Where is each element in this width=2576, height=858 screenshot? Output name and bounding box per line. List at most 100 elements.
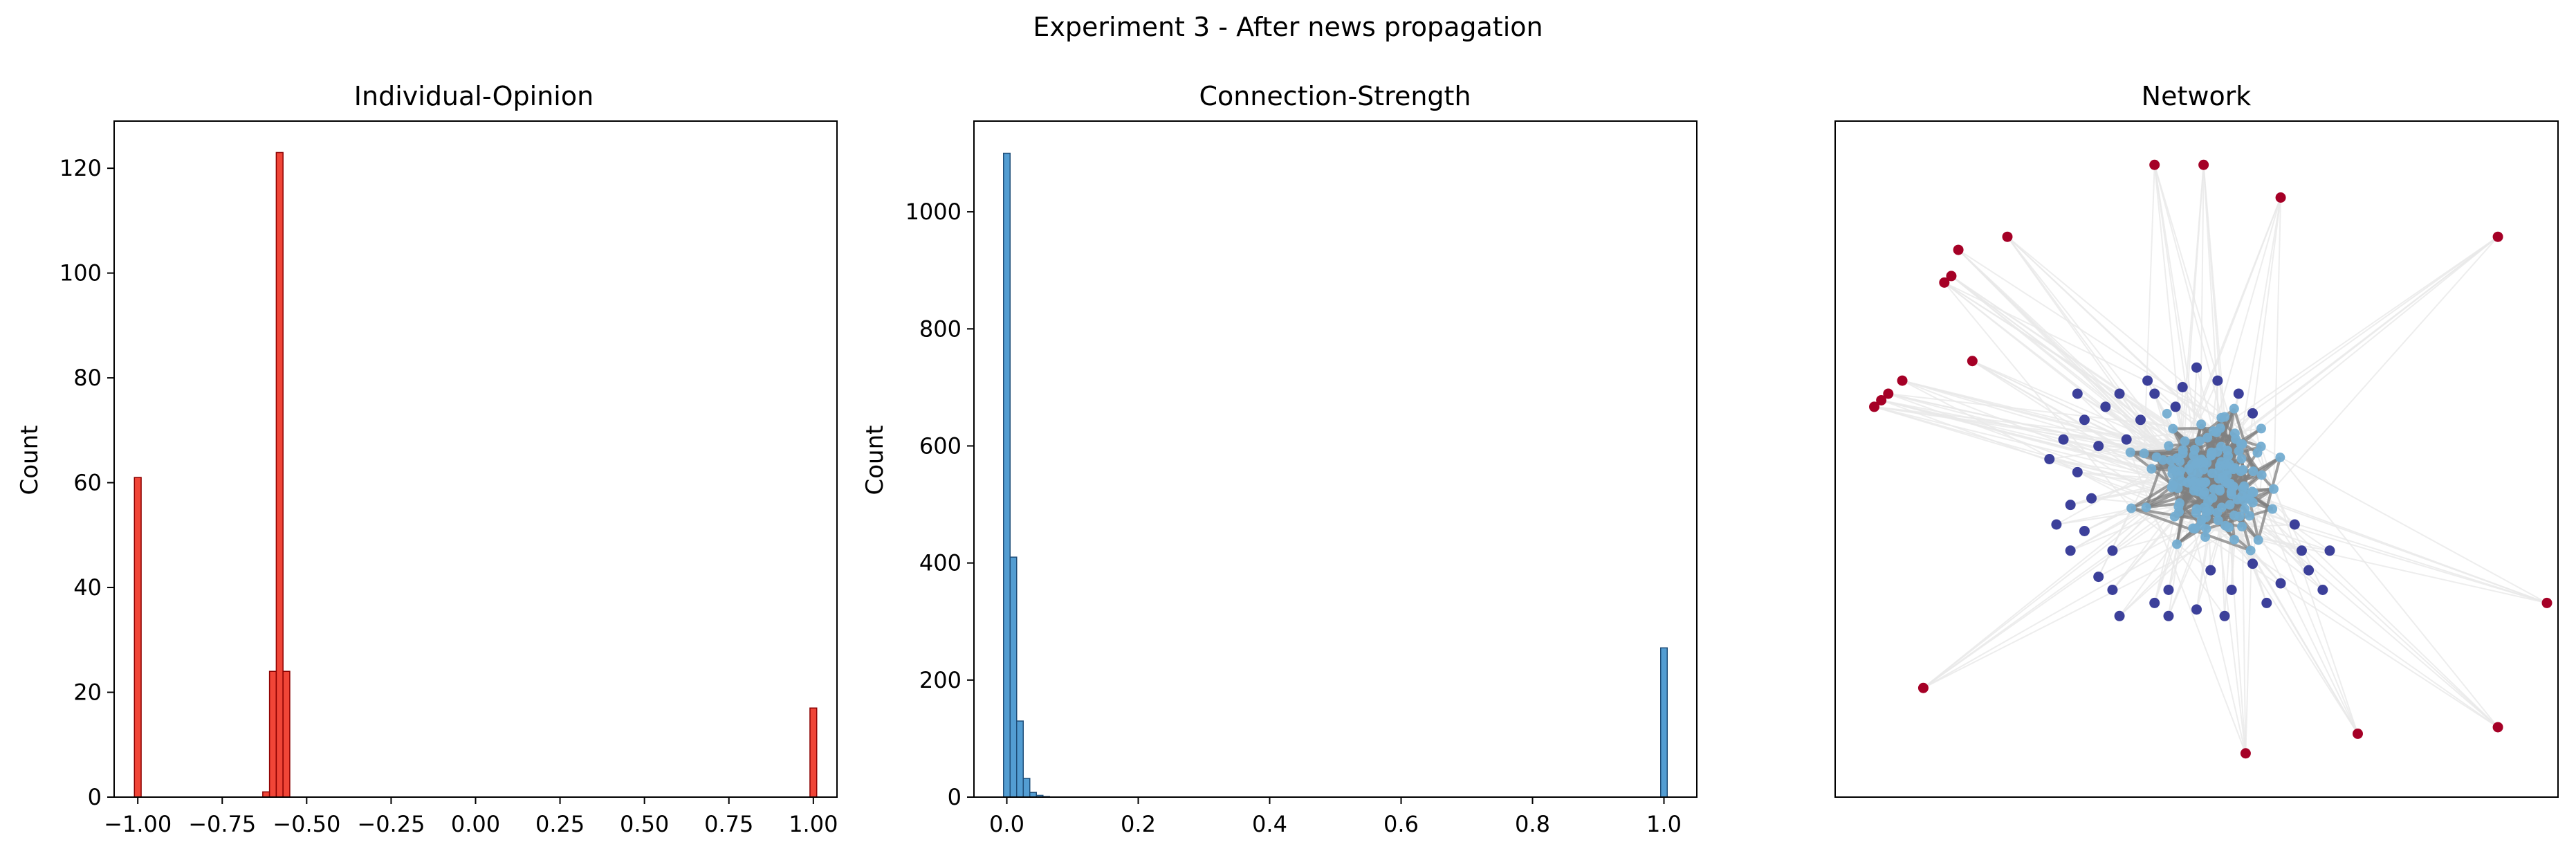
network-edge-weak xyxy=(2261,446,2547,603)
network-node xyxy=(2229,535,2239,545)
network-node xyxy=(2225,500,2235,510)
opinion-xtick-label: 0.25 xyxy=(535,811,585,837)
network-node xyxy=(2269,484,2279,494)
opinion-bar xyxy=(810,708,817,797)
network-node xyxy=(2209,426,2218,436)
strength-frame xyxy=(974,121,1697,797)
opinion-xtick-label: −0.25 xyxy=(357,811,425,837)
opinion-histogram-ylabel: Count xyxy=(16,426,44,495)
network-edge-weak xyxy=(2208,502,2547,603)
network-node xyxy=(2107,585,2117,595)
strength-xtick-label: 0.2 xyxy=(1121,811,1156,837)
network-node xyxy=(2149,389,2160,399)
network-node xyxy=(2227,490,2236,500)
network-node xyxy=(2225,459,2234,469)
network-node xyxy=(2158,455,2168,465)
network-node xyxy=(2241,748,2251,758)
network-node xyxy=(2126,448,2135,457)
opinion-xtick-label: 0.50 xyxy=(620,811,669,837)
network-node xyxy=(2168,464,2178,473)
opinion-ytick-label: 20 xyxy=(73,679,102,706)
strength-ytick-label: 200 xyxy=(919,667,962,693)
strength-ytick-label: 0 xyxy=(948,784,962,810)
network-plot xyxy=(1835,121,2558,797)
network-node xyxy=(2276,578,2286,589)
network-edge-weak xyxy=(2236,237,2498,439)
network-node xyxy=(2196,477,2206,487)
network-node xyxy=(1869,401,1879,412)
opinion-ytick-label: 60 xyxy=(73,470,102,496)
network-node xyxy=(2190,445,2200,455)
network-node xyxy=(2200,487,2209,497)
network-node xyxy=(2163,585,2173,595)
opinion-xtick-label: −0.75 xyxy=(188,811,256,837)
network-node xyxy=(2542,598,2552,608)
network-node xyxy=(2223,479,2232,489)
network-node xyxy=(2212,376,2223,386)
network-edge-weak xyxy=(2250,237,2498,515)
network-node xyxy=(2002,232,2012,242)
network-node xyxy=(2072,389,2083,399)
network-node xyxy=(2214,474,2224,484)
network-node xyxy=(2059,435,2069,445)
opinion-xtick-label: 1.00 xyxy=(789,811,838,837)
network-node xyxy=(2201,506,2211,516)
strength-xtick-label: 0.6 xyxy=(1383,811,1419,837)
network-node xyxy=(2220,521,2230,531)
network-node xyxy=(2247,408,2258,419)
network-node xyxy=(2164,441,2173,450)
opinion-ytick-label: 120 xyxy=(59,155,102,181)
network-node xyxy=(2324,545,2335,556)
network-panel: Network xyxy=(1835,81,2558,797)
network-node xyxy=(2122,435,2132,445)
network-node xyxy=(1953,245,1964,255)
network-node xyxy=(2493,722,2503,732)
network-node xyxy=(2267,504,2277,514)
strength-ytick-label: 1000 xyxy=(905,199,962,225)
network-node xyxy=(2196,455,2206,464)
network-node xyxy=(2261,598,2272,608)
strength-xtick-label: 0.0 xyxy=(989,811,1024,837)
network-node xyxy=(2198,160,2209,170)
network-node xyxy=(2256,423,2266,433)
network-node xyxy=(2126,504,2136,513)
network-node xyxy=(2100,401,2110,412)
network-node xyxy=(2229,404,2239,414)
network-node xyxy=(2093,572,2104,582)
network-title: Network xyxy=(2142,81,2252,111)
opinion-ytick-label: 40 xyxy=(73,574,102,601)
network-node xyxy=(2178,445,2188,455)
network-node xyxy=(2239,482,2249,491)
network-node xyxy=(2149,598,2160,608)
network-node xyxy=(2175,457,2184,466)
opinion-bar xyxy=(270,671,277,797)
network-node xyxy=(2230,428,2240,438)
network-node xyxy=(2135,414,2146,425)
opinion-xtick-label: 0.75 xyxy=(704,811,753,837)
network-node xyxy=(2093,441,2104,451)
network-node xyxy=(2200,532,2210,542)
network-node xyxy=(2107,545,2117,556)
opinion-bar xyxy=(283,671,290,797)
strength-bar xyxy=(1010,557,1017,797)
network-node xyxy=(2236,439,2246,449)
strength-bar xyxy=(1017,721,1024,797)
network-node xyxy=(2197,515,2207,525)
network-node xyxy=(2171,401,2181,412)
network-node xyxy=(2044,454,2054,464)
network-node xyxy=(2051,520,2061,530)
network-node xyxy=(2180,437,2190,446)
network-edge-weak xyxy=(2214,198,2281,432)
figure-suptitle: Experiment 3 - After news propagation xyxy=(1033,12,1543,42)
opinion-bar xyxy=(276,152,283,797)
network-node xyxy=(2189,486,2199,495)
network-node xyxy=(2257,471,2267,480)
network-node xyxy=(2196,419,2206,429)
network-node xyxy=(2207,448,2216,457)
network-node xyxy=(2290,520,2300,530)
network-node xyxy=(2079,414,2090,425)
opinion-histogram-title: Individual-Opinion xyxy=(354,81,594,111)
strength-ytick-label: 400 xyxy=(919,550,962,576)
